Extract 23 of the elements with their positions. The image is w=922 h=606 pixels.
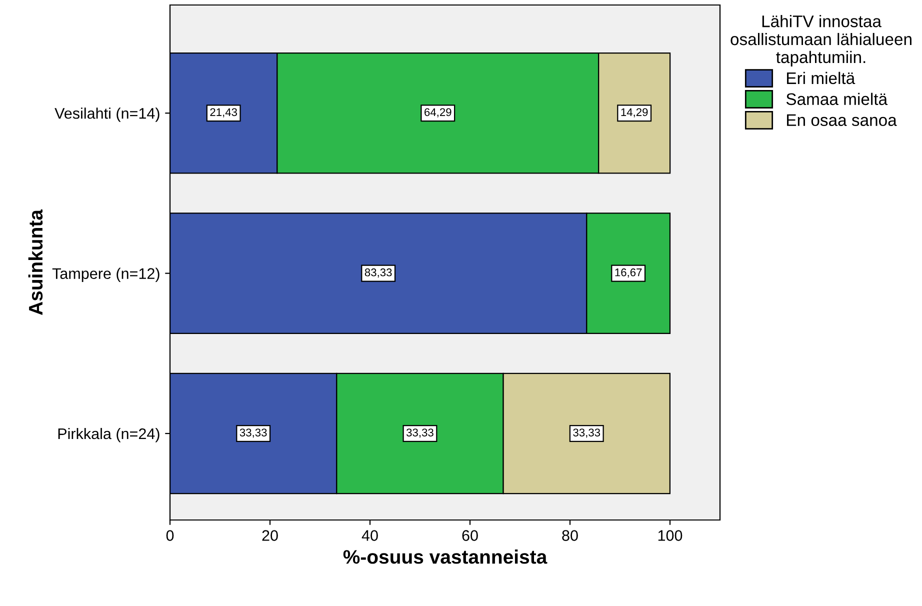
data-label: 21,43 [210, 108, 237, 118]
legend-label: Eri mieltä [787, 72, 856, 84]
legend-label: Samaa mieltä [786, 92, 888, 106]
legend-label: En osaa sanoa [787, 114, 897, 126]
data-label: 64,29 [424, 108, 452, 118]
x-axis-title: %-osuus vastanneista [343, 550, 548, 564]
y-axis-title: Asuinkunta [28, 209, 43, 315]
legend-title: LähiTV innostaa osallistumaan lähialueen tapahtumiin. [730, 15, 912, 66]
x-tick-label: 60 [462, 530, 478, 541]
y-tick-label: Pirkkala (n=24) [58, 428, 160, 442]
x-tick-label: 0 [166, 530, 174, 541]
x-tick-label: 80 [562, 530, 578, 541]
y-tick-label: Vesilahti (n=14) [54, 108, 160, 122]
data-label: 16,67 [615, 268, 642, 278]
data-label: 33,33 [573, 428, 600, 438]
x-tick-label: 20 [262, 530, 278, 541]
x-tick-label: 100 [658, 530, 682, 541]
data-label: 83,33 [364, 268, 392, 278]
y-tick-label: Tampere (n=12) [52, 268, 160, 282]
data-label: 14,29 [621, 108, 648, 118]
x-tick-label: 40 [362, 530, 378, 541]
data-label: 33,33 [240, 428, 267, 438]
data-label: 33,33 [406, 428, 434, 438]
